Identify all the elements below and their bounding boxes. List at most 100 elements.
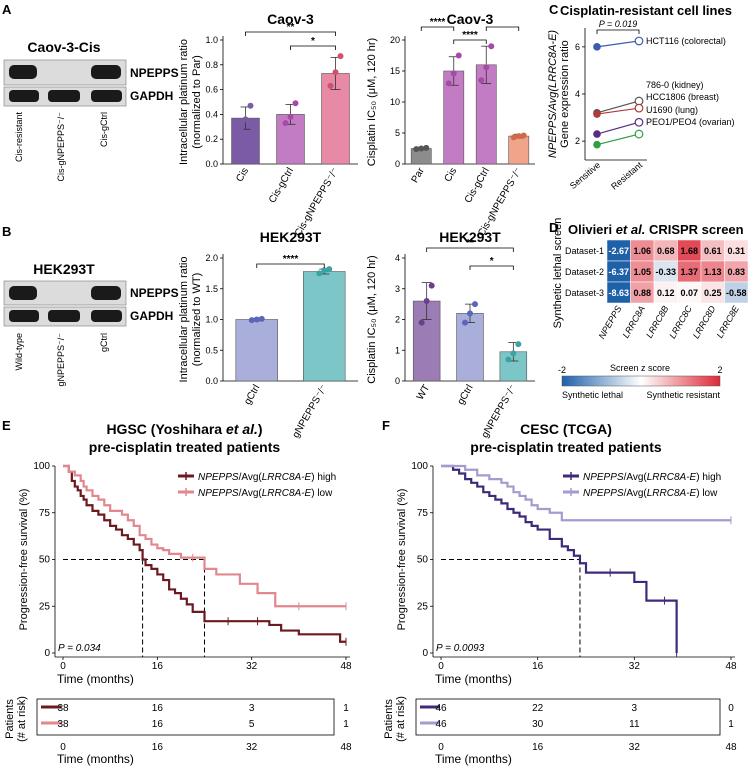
risk-y-label: Patients(# at risk): [383, 696, 407, 742]
data-point: [515, 341, 522, 348]
series-label: PEO1/PEO4 (ovarian): [646, 117, 735, 127]
km-chart-E-km: HGSC (Yoshihara et al.) pre-cisplatin tre…: [4, 421, 352, 766]
heatmap-value: -0.58: [726, 288, 747, 298]
x-tick-label: 16: [152, 661, 164, 672]
y-tick-label: 2: [575, 136, 580, 146]
legend-label: NPEPPS/Avg(LRRC8A-E) low: [583, 488, 718, 499]
sig-stars: ****: [430, 17, 446, 28]
x-tick-label: Cis-gCtrl: [267, 166, 296, 205]
data-point: [483, 64, 490, 71]
resistant-point: [634, 117, 644, 127]
y-axis-label: Intracellular platinum ratio(normalized …: [178, 257, 203, 383]
data-point: [478, 77, 485, 84]
x-tick-label: 0: [60, 661, 66, 672]
heatmap-value: 0.07: [680, 288, 698, 298]
y-label-line: Gene expression ratio: [559, 40, 571, 148]
y-tick-label: 100: [411, 461, 428, 472]
blot-a-band: [48, 90, 80, 102]
resistant-point: [634, 96, 644, 106]
blot-b-band: [9, 286, 37, 300]
title-part: CESC (TCGA): [520, 421, 612, 437]
sig-stars: ****: [462, 30, 478, 41]
heatmap-value: -6.37: [608, 267, 629, 277]
scale-title: Screen z score: [610, 363, 670, 373]
y-tick-label: 0.4: [205, 109, 218, 119]
resistant-point: [634, 103, 644, 113]
x-tick-label: Resistant: [609, 160, 645, 192]
y-label-line: (normalized to WT): [191, 273, 203, 367]
data-point: [455, 52, 462, 59]
y-tick-label: 0.6: [205, 85, 218, 95]
risk-count: 30: [532, 719, 544, 730]
risk-count: 0: [728, 703, 734, 714]
series-line: [596, 100, 640, 114]
y-tick-label: 25: [39, 601, 51, 612]
legend-part: /Avg(: [239, 472, 263, 483]
data-point: [472, 301, 478, 308]
data-point: [332, 69, 339, 76]
risk-table-frame: [36, 698, 335, 736]
heatmap-value: 0.31: [727, 246, 745, 256]
y-tick-label: 1: [395, 345, 400, 355]
x-tick-label: 16: [532, 661, 544, 672]
y-tick-label: 75: [39, 508, 51, 519]
legend-part: low: [702, 488, 718, 499]
y-tick-label: 1.0: [205, 315, 218, 325]
legend-label: NPEPPS/Avg(LRRC8A-E) low: [198, 488, 333, 499]
y-tick-label: 1.5: [205, 284, 218, 294]
blot-a-band-label: GAPDH: [130, 89, 173, 103]
legend-label: NPEPPS/Avg(LRRC8A-E) high: [583, 472, 721, 483]
legend-part: ): [696, 472, 702, 483]
y-tick-label: 1.0: [205, 35, 218, 45]
blot-b-title: HEK293T: [33, 261, 95, 277]
sensitive-point: [593, 130, 601, 138]
series-line: [596, 121, 640, 135]
y-tick-label: 2.0: [205, 253, 218, 263]
data-point: [450, 70, 457, 77]
y-tick-label: 0.5: [205, 345, 218, 355]
risk-count: 38: [57, 719, 69, 730]
y-tick-label: 0: [44, 648, 50, 659]
risk-label-line: Patients: [4, 699, 16, 739]
series-label: U1690 (lung): [646, 105, 698, 115]
y-axis-label: Intracellular platinum ratio(normalized …: [178, 39, 203, 165]
heatmap-value: 0.68: [657, 246, 675, 256]
x-axis-label: Time (months): [435, 672, 512, 686]
y-tick-label: 4: [395, 253, 400, 263]
risk-table-frame: [415, 698, 721, 736]
km-title: CESC (TCGA): [520, 421, 612, 437]
data-point: [462, 319, 468, 326]
risk-time-label: 48: [340, 742, 352, 753]
series-line: [596, 40, 640, 48]
data-point: [258, 315, 265, 322]
blot-a-band: [9, 90, 39, 102]
risk-time-label: 32: [246, 742, 258, 753]
y-tick-label: 0.0: [205, 159, 218, 169]
legend-part: LRRC8A-E: [647, 488, 697, 499]
blot-a-lane-label: Cis-gCtrl: [99, 112, 109, 147]
x-tick-label: 48: [340, 661, 352, 672]
heatmap-value: -8.63: [608, 288, 629, 298]
data-point: [510, 134, 517, 141]
heatmap-value: 1.06: [633, 246, 651, 256]
km-chart-F-km: CESC (TCGA) pre-cisplatin treated patient…: [383, 421, 737, 766]
legend-part: LRRC8A-E: [262, 488, 312, 499]
data-point: [505, 356, 512, 363]
y-tick-label: 2: [395, 315, 400, 325]
bar: [231, 117, 260, 165]
legend-part: high: [317, 472, 336, 483]
risk-time-label: 0: [60, 742, 66, 753]
legend-label: NPEPPS/Avg(LRRC8A-E) high: [198, 472, 336, 483]
y-axis-label: NPEPPS/Avg(LRRC8A-E)Gene expression rati…: [547, 30, 571, 159]
risk-x-label: Time (months): [435, 752, 512, 766]
km-subtitle: pre-cisplatin treated patients: [470, 439, 662, 455]
y-tick-label: 20: [390, 35, 400, 45]
data-point: [326, 266, 333, 273]
x-tick-label: Sensitive: [568, 160, 602, 191]
blot-b-band: [9, 310, 39, 322]
data-point: [287, 113, 294, 120]
legend-part: NPEPPS: [198, 472, 239, 483]
risk-count: 5: [249, 719, 255, 730]
x-tick-label: Cis-gNPEPPS⁻/⁻: [293, 166, 341, 238]
